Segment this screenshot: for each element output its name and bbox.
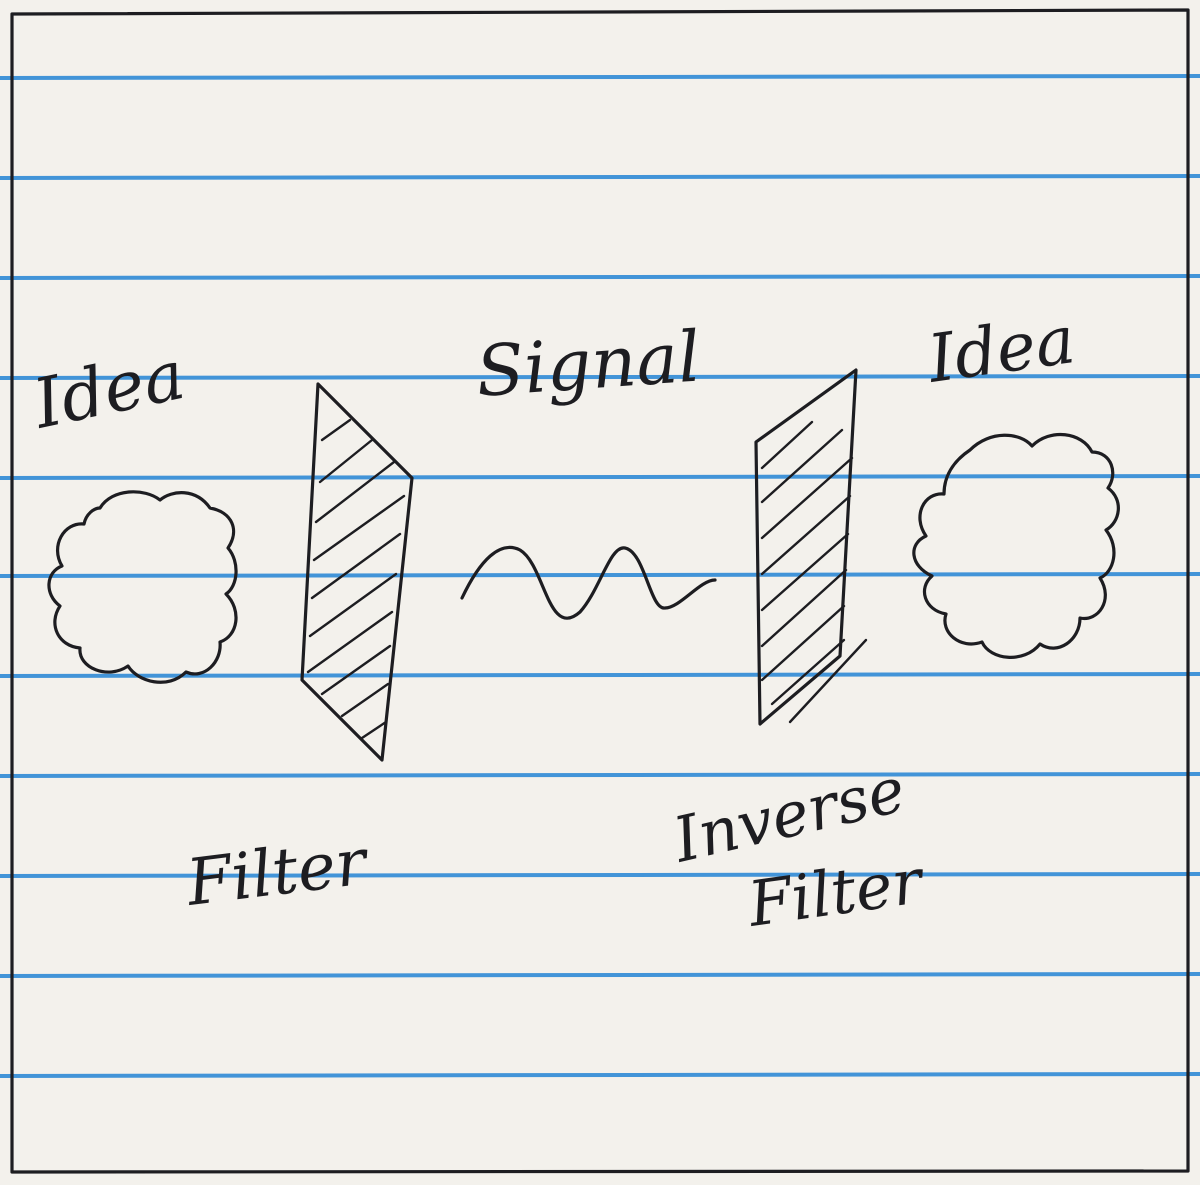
idea-cloud-right-icon bbox=[912, 432, 1120, 659]
rule-line bbox=[0, 74, 1200, 80]
rule-line bbox=[0, 274, 1200, 280]
rule-line bbox=[0, 872, 1200, 878]
inverse-filter-shape-icon bbox=[754, 368, 868, 726]
ruled-lines bbox=[0, 74, 1200, 1078]
signal-wave-icon bbox=[460, 545, 717, 620]
idea-cloud-left-icon bbox=[47, 490, 238, 684]
rule-line bbox=[0, 772, 1200, 778]
rule-line bbox=[0, 972, 1200, 978]
filter-shape-icon bbox=[300, 382, 414, 762]
rule-line bbox=[0, 672, 1200, 678]
rule-line bbox=[0, 572, 1200, 578]
rule-line bbox=[0, 1072, 1200, 1078]
rule-line bbox=[0, 174, 1200, 180]
rule-line bbox=[0, 374, 1200, 380]
page-border bbox=[10, 8, 1190, 1174]
signal-label: Signal bbox=[473, 316, 703, 413]
rule-line bbox=[0, 474, 1200, 480]
